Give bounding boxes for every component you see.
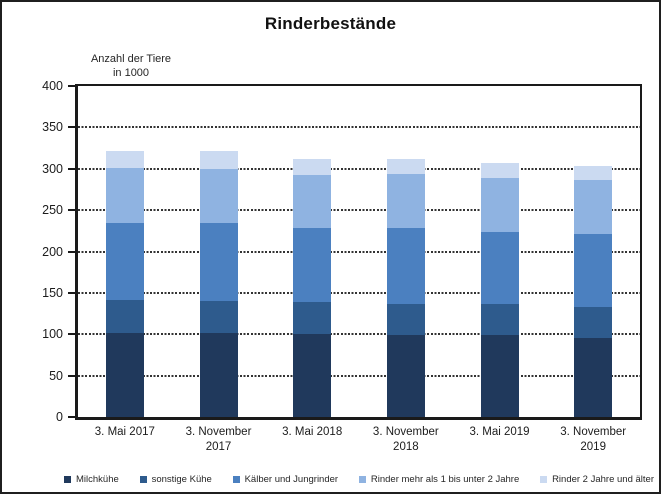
gridline-50 xyxy=(78,374,640,377)
legend-item: sonstige Kühe xyxy=(139,473,212,485)
bar-1 xyxy=(105,150,144,417)
bar-segment xyxy=(105,167,144,224)
gridline-100 xyxy=(78,333,640,336)
bar-segment xyxy=(105,332,144,417)
bar-5 xyxy=(480,162,519,417)
y-axis-tick-mark xyxy=(68,250,75,253)
y-axis-tick-label: 0 xyxy=(56,410,63,424)
gridline-150 xyxy=(78,291,640,294)
bar-segment xyxy=(199,301,238,333)
bar-segment xyxy=(293,158,332,176)
bar-segment xyxy=(293,334,332,417)
gridline-250 xyxy=(78,209,640,212)
x-axis-label: 3. November 2017 xyxy=(185,426,252,453)
bar-segment xyxy=(480,177,519,233)
bar-2 xyxy=(199,150,238,417)
y-axis-tick-mark xyxy=(68,291,75,294)
legend-swatch xyxy=(232,475,240,483)
legend-label: Rinder mehr als 1 bis unter 2 Jahre xyxy=(370,473,520,485)
y-axis-tick-mark xyxy=(68,167,75,170)
x-axis-label: 3. Mai 2019 xyxy=(469,426,530,438)
y-axis-tick-label: 200 xyxy=(42,244,63,259)
bar-segment xyxy=(386,227,425,304)
legend-swatch xyxy=(139,475,147,483)
gridline-200 xyxy=(78,250,640,253)
chart-title: Rinderbestände xyxy=(264,14,397,33)
legend-swatch xyxy=(540,475,548,483)
bar-segment xyxy=(105,223,144,301)
legend-label: sonstige Kühe xyxy=(151,473,212,485)
y-axis: 0 50 100 150 200 250 300 350 400 xyxy=(2,79,75,424)
y-axis-tick-mark xyxy=(68,126,75,129)
plot-area xyxy=(75,84,642,420)
bar-3 xyxy=(293,158,332,417)
bar-segment xyxy=(105,300,144,333)
legend-item: Kälber und Jungrinder xyxy=(232,473,339,485)
legend-swatch xyxy=(358,475,366,483)
legend-label: Kälber und Jungrinder xyxy=(244,473,339,485)
legend-label: Milchkühe xyxy=(76,473,119,485)
y-axis-tick-label: 300 xyxy=(42,161,63,176)
y-axis-tick-label: 100 xyxy=(42,327,63,342)
legend-item: Rinder 2 Jahre und älter xyxy=(540,474,654,485)
y-axis-unit-label: Anzahl der Tiere in 1000 xyxy=(85,52,177,80)
plot-inner xyxy=(78,86,640,417)
bar-segment xyxy=(574,179,613,235)
legend: Milchkühe sonstige Kühe Kälber und Jungrin… xyxy=(64,473,654,485)
bar-4 xyxy=(386,158,425,417)
x-axis-label: 3. November 2019 xyxy=(560,426,627,453)
bar-segment xyxy=(386,335,425,417)
bar-segment xyxy=(293,227,332,302)
y-axis-tick-label: 150 xyxy=(42,285,63,300)
gridline-350 xyxy=(78,126,640,129)
legend-label: Rinder 2 Jahre und älter xyxy=(552,473,654,485)
y-axis-tick-mark xyxy=(68,416,75,418)
bar-segment xyxy=(574,166,613,180)
y-axis-tick-label: 50 xyxy=(49,368,63,383)
y-axis-tick-mark xyxy=(68,333,75,336)
bar-segment xyxy=(386,158,425,174)
y-axis-tick-mark xyxy=(68,85,75,87)
bar-segment xyxy=(199,168,238,224)
legend-item: Rinder mehr als 1 bis unter 2 Jahre xyxy=(358,473,520,485)
gridline-300 xyxy=(78,167,640,170)
bar-segment xyxy=(386,303,425,336)
legend-item: Milchkühe xyxy=(64,474,119,485)
bar-segment xyxy=(480,162,519,178)
y-axis-unit-line2: in 1000 xyxy=(112,67,150,79)
y-axis-tick-label: 400 xyxy=(42,79,63,93)
bar-segment xyxy=(199,223,238,302)
bar-segment xyxy=(199,332,238,417)
x-axis-labels: 3. Mai 2017 3. November 2017 3. Mai 2018 3.… xyxy=(78,425,640,455)
bar-segment xyxy=(574,306,613,338)
bar-6 xyxy=(574,166,613,417)
y-axis-unit-line1: Anzahl der Tiere xyxy=(90,53,172,65)
bar-segment xyxy=(293,175,332,228)
y-axis-tick-label: 250 xyxy=(42,203,63,218)
y-axis-tick-label: 350 xyxy=(42,120,63,135)
x-axis-label: 3. November 2018 xyxy=(372,426,439,453)
bar-segment xyxy=(574,234,613,307)
bar-segment xyxy=(574,337,613,417)
y-axis-tick-mark xyxy=(68,374,75,377)
x-axis-label: 3. Mai 2018 xyxy=(282,426,343,438)
bar-segment xyxy=(293,301,332,335)
x-axis-label: 3. Mai 2017 xyxy=(94,426,155,438)
bar-segment xyxy=(105,150,144,168)
bar-segment xyxy=(480,335,519,417)
bar-segment xyxy=(386,173,425,228)
bar-segment xyxy=(480,303,519,336)
legend-swatch xyxy=(64,475,71,483)
y-axis-tick-mark xyxy=(68,209,75,212)
bar-segment xyxy=(480,232,519,304)
bar-segment xyxy=(199,150,238,169)
